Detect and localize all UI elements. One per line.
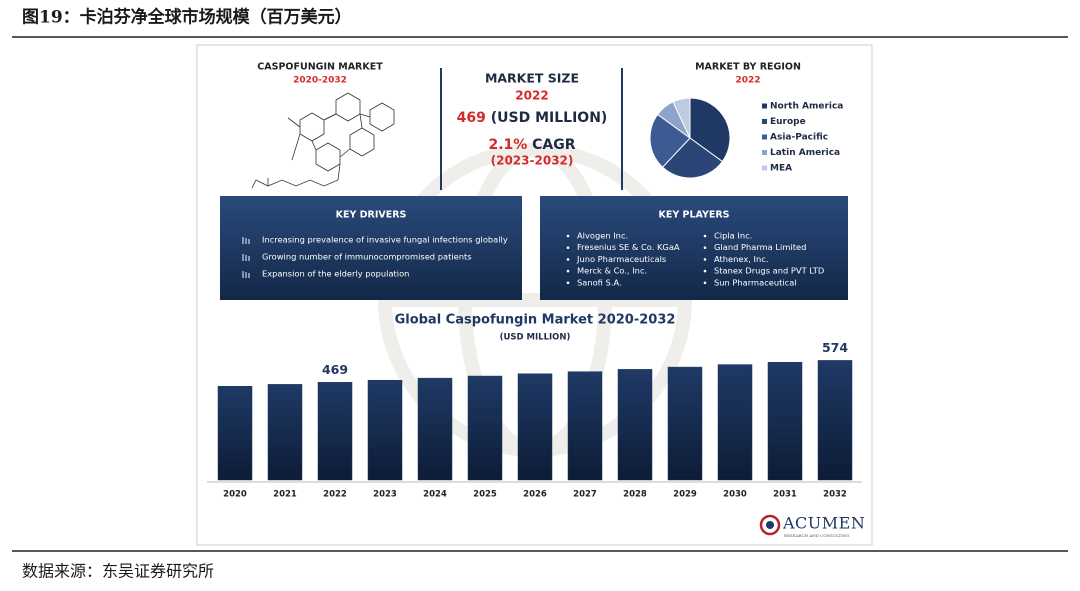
bar (617, 369, 653, 481)
bullet (566, 258, 570, 261)
key-drivers-box (220, 196, 522, 300)
bar-title: Global Caspofungin Market 2020-2032 (395, 313, 676, 328)
pie-subtitle: 2022 (735, 76, 760, 86)
logo-name: ACUMEN (782, 514, 865, 533)
x-tick-label: 2031 (773, 490, 797, 500)
x-tick-label: 2030 (723, 490, 747, 500)
bullet (703, 269, 707, 273)
pie-slice (649, 113, 691, 168)
legend-label: MEA (770, 164, 792, 174)
legend-swatch (762, 103, 767, 109)
legend-swatch (762, 150, 767, 155)
bar (767, 362, 803, 481)
bullet (703, 258, 707, 261)
value-label: 469 (322, 362, 348, 377)
bar-subtitle: (USD MILLION) (500, 333, 571, 343)
molecule-structure (251, 92, 395, 189)
market-size-value: 469 (USD MILLION) (457, 110, 608, 126)
source: 数据来源：东吴证券研究所 (22, 562, 214, 581)
cagr-label: CAGR (532, 137, 576, 153)
bullet (703, 234, 707, 238)
logo-mark (759, 514, 781, 536)
pie-title: MARKET BY REGION (695, 62, 801, 73)
market-period: 2020-2032 (293, 76, 347, 86)
market-size-year: 2022 (515, 89, 548, 103)
bar (317, 382, 353, 481)
key-drivers-title: KEY DRIVERS (336, 210, 407, 221)
player-item: Merck & Co., Inc. (577, 266, 647, 276)
key-players-title: KEY PLAYERS (658, 210, 729, 221)
driver-item: Increasing prevalence of invasive fungal… (262, 235, 508, 245)
bar (367, 379, 403, 481)
player-item: Sanofi S.A. (577, 277, 622, 287)
logo-mark (766, 521, 774, 529)
x-tick-label: 2028 (623, 490, 647, 500)
bar (217, 386, 253, 481)
cagr-value: 2.1% (488, 137, 527, 153)
driver-item: Expansion of the elderly population (262, 269, 409, 279)
x-tick-label: 2026 (523, 490, 547, 500)
legend-label: Latin America (770, 148, 840, 158)
x-tick-label: 2032 (823, 490, 847, 500)
player-item: Stanex Drugs and PVT LTD (714, 266, 824, 276)
pie-slice (689, 97, 731, 163)
bar (267, 384, 303, 481)
market-size-title: MARKET SIZE (485, 71, 579, 86)
bar (717, 364, 753, 481)
market-title: CASPOFUNGIN MARKET (257, 62, 383, 73)
x-tick-label: 2023 (373, 490, 397, 500)
legend-swatch (762, 165, 767, 171)
bullet (566, 269, 570, 273)
player-item: Fresenius SE & Co. KGaA (577, 242, 680, 252)
logo-tagline: RESEARCH AND CONSULTING (784, 533, 849, 538)
pie-slice (672, 97, 691, 139)
bullet (566, 281, 570, 285)
x-tick-label: 2020 (223, 490, 247, 500)
bar (517, 373, 553, 481)
header-title: 图19：卡泊芬净全球市场规模（百万美元） (22, 7, 352, 28)
bullet (566, 246, 570, 249)
x-tick-label: 2027 (573, 490, 597, 500)
player-item: Juno Pharmaceuticals (576, 254, 666, 264)
value-label: 574 (822, 340, 848, 355)
bullet (703, 246, 707, 249)
bullet (566, 234, 570, 238)
cagr-period: (2023-2032) (491, 154, 574, 168)
player-item: Sun Pharmaceutical (714, 277, 797, 287)
bullet (703, 281, 707, 285)
bar (467, 375, 503, 481)
x-tick-label: 2029 (673, 490, 697, 500)
x-tick-label: 2022 (323, 490, 347, 500)
legend-label: Asia-Pacific (770, 133, 828, 143)
player-item: Alvogen Inc. (577, 231, 628, 241)
player-item: Athenex, Inc. (714, 254, 768, 264)
legend-swatch (762, 134, 767, 140)
cagr: 2.1% CAGR (488, 137, 575, 153)
bar (567, 371, 603, 481)
legend-label: Europe (770, 117, 806, 127)
bar (417, 377, 453, 481)
x-tick-label: 2024 (423, 490, 447, 500)
x-tick-label: 2025 (473, 490, 497, 500)
legend-label: North America (770, 102, 843, 112)
player-item: Gland Pharma Limited (714, 242, 806, 252)
driver-item: Growing number of immunocompromised pati… (262, 252, 472, 262)
market-size-unit: (USD MILLION) (491, 110, 608, 126)
legend-swatch (762, 119, 767, 124)
x-tick-label: 2021 (273, 490, 297, 500)
pie-slice (661, 137, 724, 179)
bar (817, 360, 853, 481)
market-size-number: 469 (457, 110, 486, 126)
bar (667, 366, 703, 481)
key-players-box (540, 196, 848, 300)
player-item: Cipla Inc. (714, 231, 752, 241)
